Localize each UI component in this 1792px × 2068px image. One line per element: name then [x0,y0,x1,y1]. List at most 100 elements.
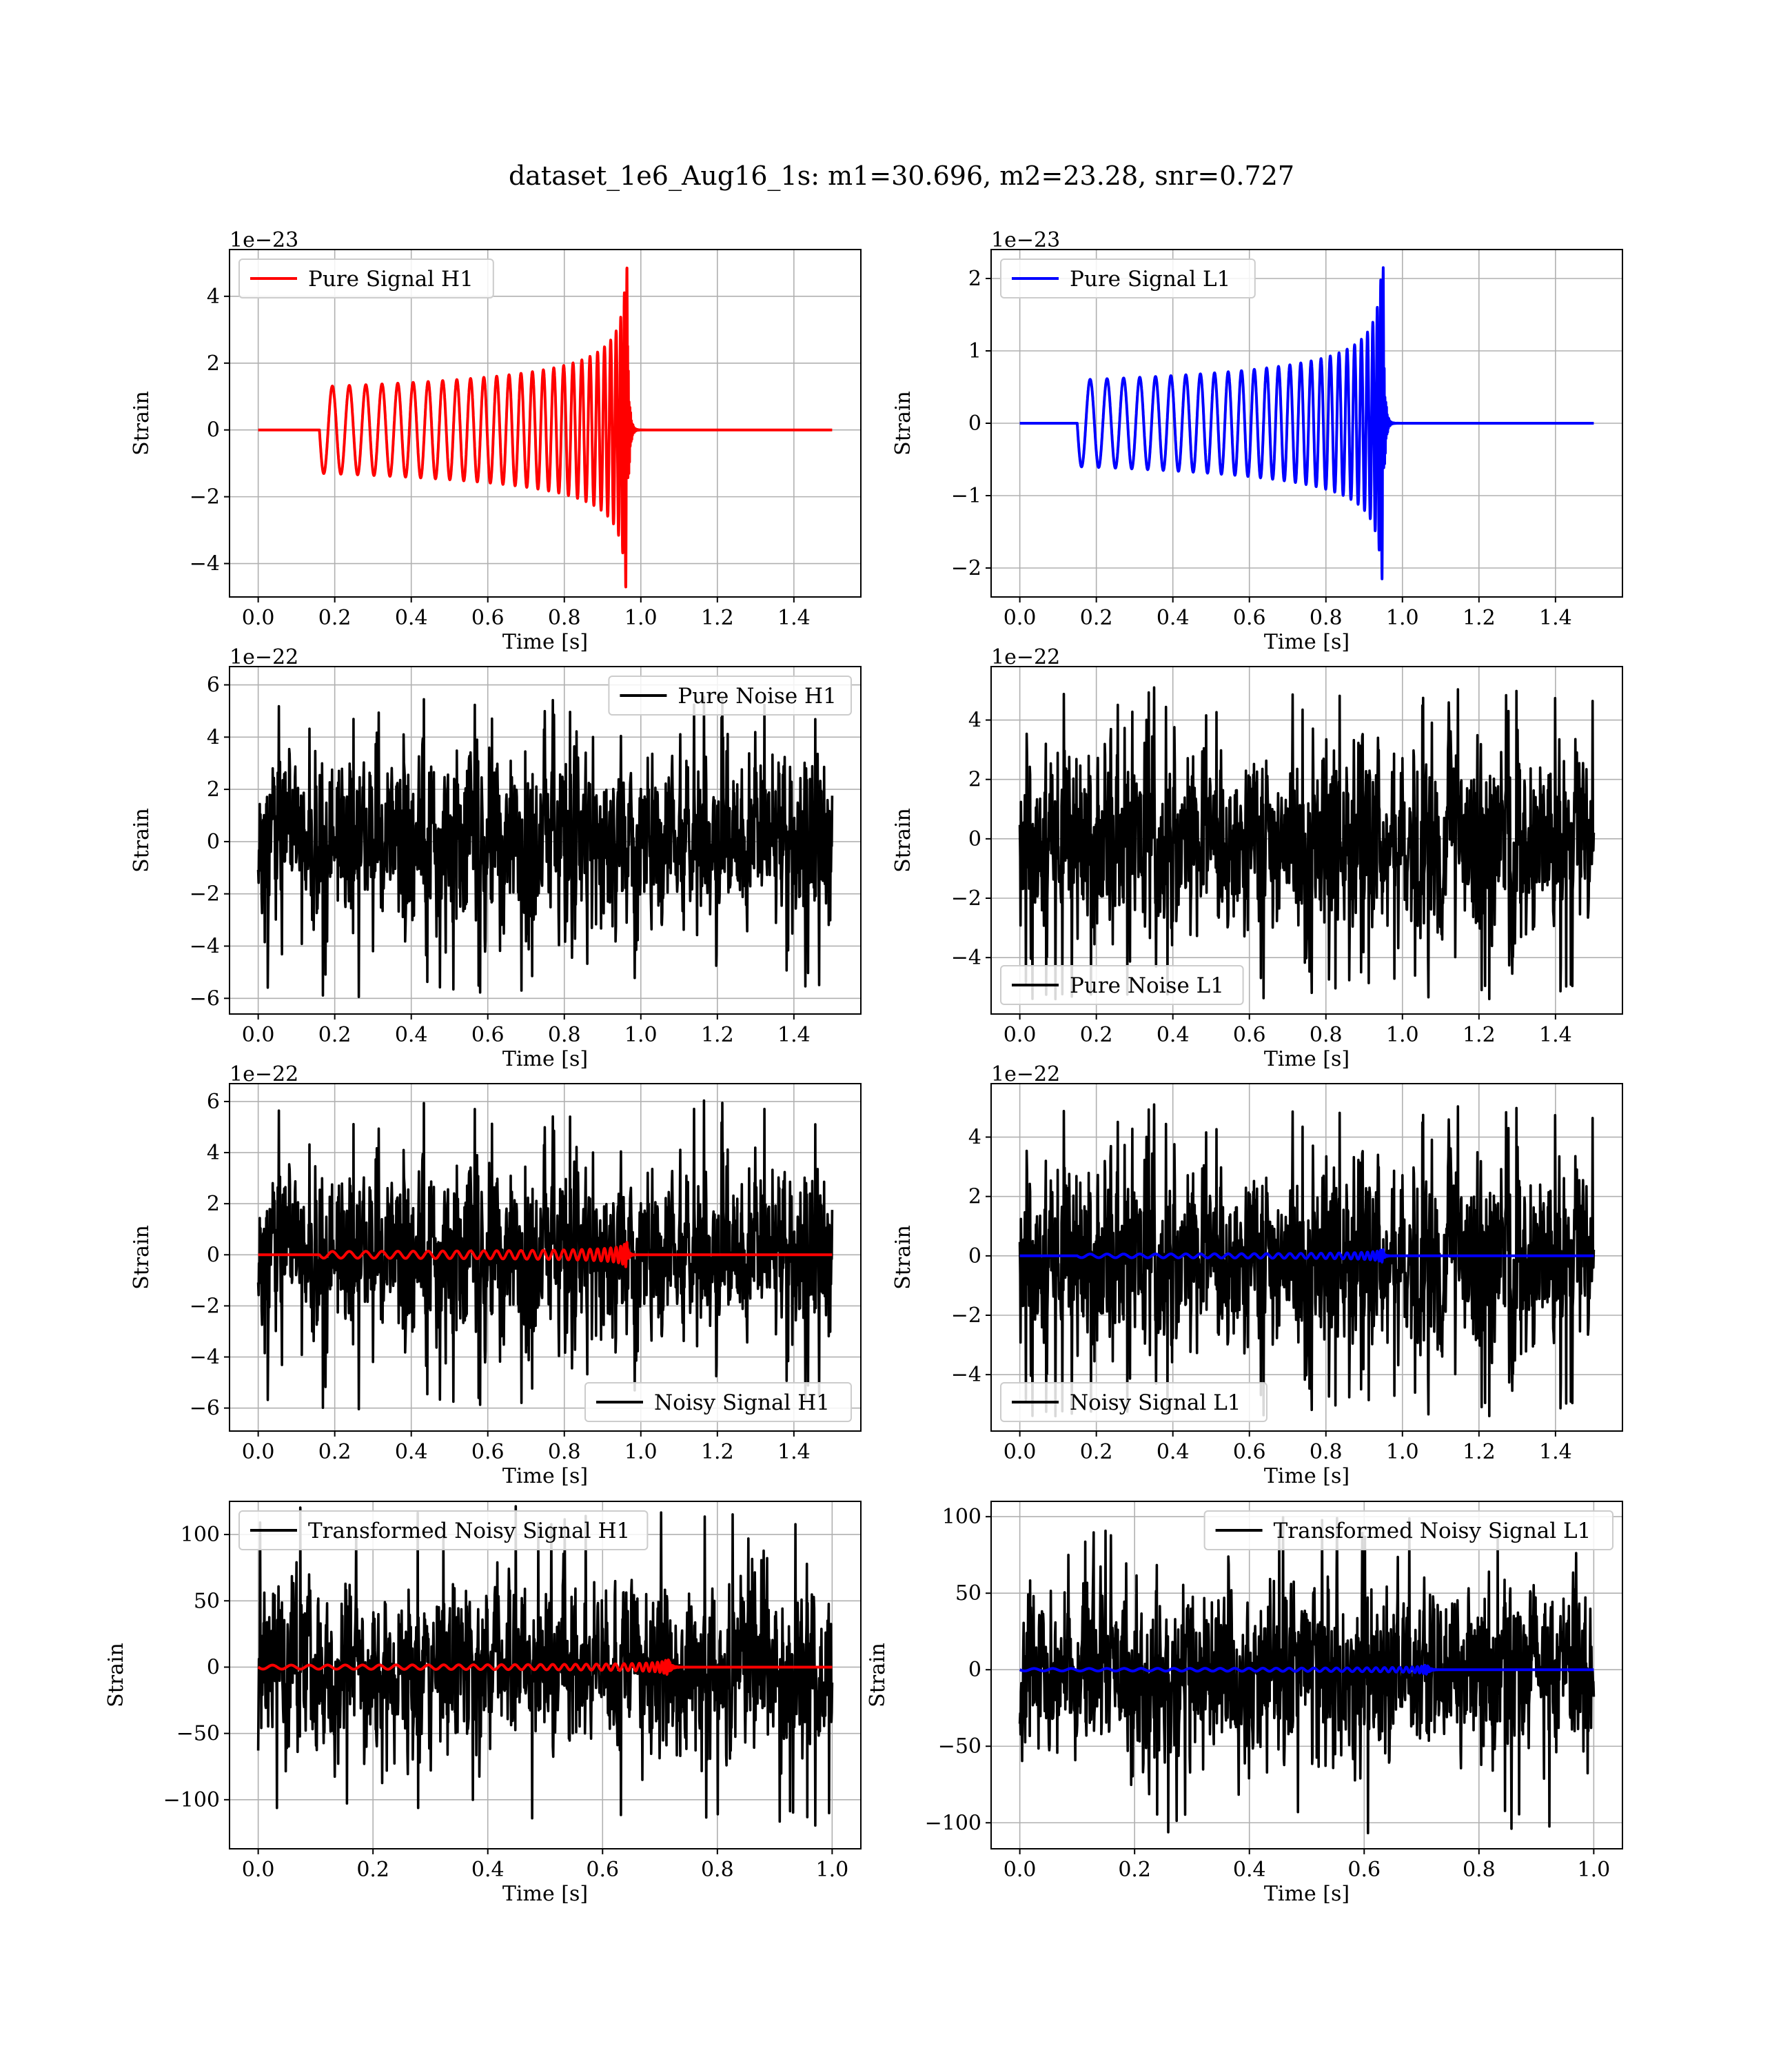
y-tick-label: −6 [190,986,220,1011]
x-tick-label: 1.4 [777,1440,811,1464]
axes-frame [990,1083,1623,1432]
y-tick-label: −6 [190,1397,220,1421]
legend: Pure Noise L1 [1000,965,1244,1005]
x-tick-label: 0.4 [1157,1440,1190,1464]
y-offset-label: 1e−22 [230,645,298,669]
series-line-signal-1 [258,1241,833,1268]
panel-pure-signal-h1: 0.0 0.2 0.4 0.6 0.8 1.0 1.2 1.4 −4 −2 0 2 4 Time [s] S… [130,228,862,654]
x-tick-label: 1.0 [624,1440,658,1464]
legend-box [584,1382,852,1422]
series-line-noisy-signal-h1 [256,1099,834,1410]
x-tick-label: 1.2 [701,1023,734,1047]
panel-pure-signal-l1: 0.0 0.2 0.4 0.6 0.8 1.0 1.2 1.4 −2 −1 0 1 2 Time [s] S… [891,228,1623,654]
y-tick-label: 4 [968,709,981,733]
panel-pure-noise-h1: 0.0 0.2 0.4 0.6 0.8 1.0 1.2 1.4 −6 −4 −2 0 2 4 6 Time [… [130,645,862,1071]
x-tick-label: 0.4 [1157,1023,1190,1047]
y-axis-label: Strain [130,1225,154,1290]
legend-box [1203,1510,1613,1550]
plot-area [1018,1516,1596,1834]
x-tick-label: 0.0 [242,606,275,630]
legend-box [1000,258,1256,298]
y-tick-label: 100 [942,1505,981,1529]
x-axis-label: Time [s] [502,1464,588,1488]
series-line-signal-1 [1018,1663,1594,1676]
x-tick-label: 0.0 [1004,1023,1037,1047]
y-tick-label: 2 [207,1192,220,1216]
plot-area [1019,266,1594,580]
x-tick-label: 0.6 [1233,1440,1266,1464]
x-tick-label: 1.2 [1463,1023,1496,1047]
legend: Transformed Noisy Signal L1 [1203,1510,1613,1550]
axes-frame [990,666,1623,1015]
panels: 0.0 0.2 0.4 0.6 0.8 1.0 1.2 1.4 −4 −2 0 2 4 Time [s] S… [104,228,1623,1906]
plot-area [256,1505,834,1827]
x-tick-label: 1.2 [701,1440,734,1464]
legend: Pure Signal L1 [1000,258,1256,298]
x-tick-label: 0.2 [1080,1440,1113,1464]
y-tick-label: 0 [968,1244,981,1268]
y-axis-label: Strain [891,1225,915,1290]
y-tick-label: 2 [968,1185,981,1209]
x-tick-label: 0.6 [471,606,505,630]
y-axis-label: Strain [130,391,154,456]
y-tick-label: 2 [207,778,220,802]
legend-label: Noisy Signal H1 [654,1390,830,1415]
legend-label: Pure Noise H1 [678,684,836,709]
y-offset-label: 1e−23 [991,228,1060,252]
legend-box [238,1510,649,1550]
x-tick-label: 1.0 [624,1023,658,1047]
y-tick-label: −4 [951,1363,981,1387]
x-tick-label: 1.4 [1539,606,1572,630]
x-tick-label: 0.8 [1310,606,1343,630]
x-tick-label: 0.4 [395,606,428,630]
figure-title: dataset_1e6_Aug16_1s: m1=30.696, m2=23.2… [509,161,1294,192]
x-tick-label: 1.4 [1539,1023,1572,1047]
x-tick-label: 1.2 [701,606,734,630]
y-tick-label: −2 [951,1304,981,1328]
y-tick-label: 6 [207,1090,220,1114]
legend-box [1000,1382,1267,1422]
legend: Transformed Noisy Signal H1 [238,1510,649,1550]
legend-label: Pure Signal L1 [1070,267,1230,292]
y-axis-label: Strain [891,391,915,456]
x-tick-label: 0.6 [1233,1023,1266,1047]
x-tick-label: 0.8 [1310,1440,1343,1464]
y-tick-label: −2 [190,485,220,509]
legend: Noisy Signal H1 [584,1382,852,1422]
x-tick-label: 0.2 [356,1858,389,1882]
y-tick-label: −2 [951,556,981,580]
y-tick-label: −4 [190,552,220,576]
x-tick-label: 0.2 [1080,1023,1113,1047]
axes-frame [229,666,862,1015]
y-tick-label: −50 [176,1722,220,1746]
series-line-pure-noise-h1 [256,696,834,998]
x-axis-label: Time [s] [502,630,588,654]
plot-area [258,266,833,589]
plot-area [256,1099,834,1410]
y-tick-label: −100 [925,1811,981,1835]
x-axis-label: Time [s] [1264,1047,1350,1071]
x-tick-label: 0.0 [242,1440,275,1464]
y-tick-label: −1 [951,484,981,508]
y-tick-label: 50 [194,1589,220,1613]
y-tick-label: 4 [968,1126,981,1150]
y-axis-label: Strain [891,808,915,873]
x-axis-label: Time [s] [1264,1464,1350,1488]
y-tick-label: −2 [190,882,220,906]
plot-area [1018,686,1596,1001]
plot-area [256,696,834,998]
x-tick-label: 0.0 [1004,1440,1037,1464]
x-tick-label: 0.6 [1347,1858,1381,1882]
legend-label: Transformed Noisy Signal L1 [1274,1519,1591,1543]
x-axis-label: Time [s] [1264,630,1350,654]
x-tick-label: 1.0 [1386,1023,1419,1047]
legend-box [238,258,494,298]
x-tick-label: 0.2 [1080,606,1113,630]
y-tick-label: 0 [207,830,220,854]
y-tick-label: 1 [968,339,981,363]
y-offset-label: 1e−22 [991,645,1060,669]
x-tick-label: 0.8 [548,1023,581,1047]
legend-label: Pure Noise L1 [1070,973,1224,998]
series-line-transformed-noisy-signal-l1 [1018,1516,1596,1834]
